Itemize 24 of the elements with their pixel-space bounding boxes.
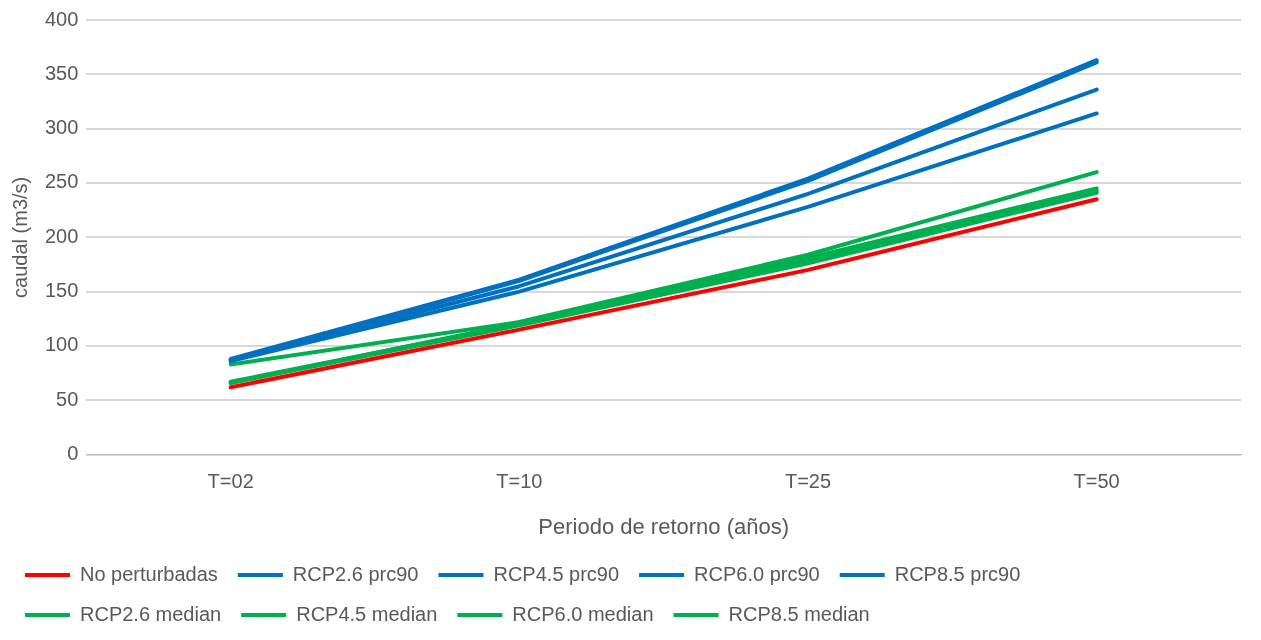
x-tick-label: T=02 xyxy=(207,470,254,493)
y-tick-label: 250 xyxy=(44,170,79,193)
x-axis-title: Periodo de retorno (años) xyxy=(538,513,790,539)
x-tick-label: T=25 xyxy=(784,470,832,493)
y-axis-title: caudal (m3/s) xyxy=(8,176,31,298)
legend-label: RCP6.0 median xyxy=(512,602,654,625)
legend-label: RCP4.5 median xyxy=(296,602,438,625)
legend-label: RCP4.5 prc90 xyxy=(493,562,620,585)
y-tick-label: 50 xyxy=(56,387,79,410)
x-tick-label: T=50 xyxy=(1073,470,1120,493)
legend-label: RCP6.0 prc90 xyxy=(694,562,820,585)
legend-label: RCP8.5 median xyxy=(728,602,870,625)
legend-label: RCP2.6 median xyxy=(80,602,222,625)
legend-label: No perturbadas xyxy=(80,562,218,585)
legend-label: RCP8.5 prc90 xyxy=(894,562,1021,585)
y-tick-label: 200 xyxy=(44,224,79,247)
x-tick-label: T=10 xyxy=(496,470,543,493)
y-tick-label: 400 xyxy=(44,7,79,30)
y-tick-label: 300 xyxy=(44,116,79,139)
y-tick-label: 150 xyxy=(44,279,79,302)
legend-label: RCP2.6 prc90 xyxy=(292,562,419,585)
y-tick-label: 0 xyxy=(67,442,79,465)
y-tick-label: 350 xyxy=(44,61,79,84)
y-tick-label: 100 xyxy=(44,333,79,356)
